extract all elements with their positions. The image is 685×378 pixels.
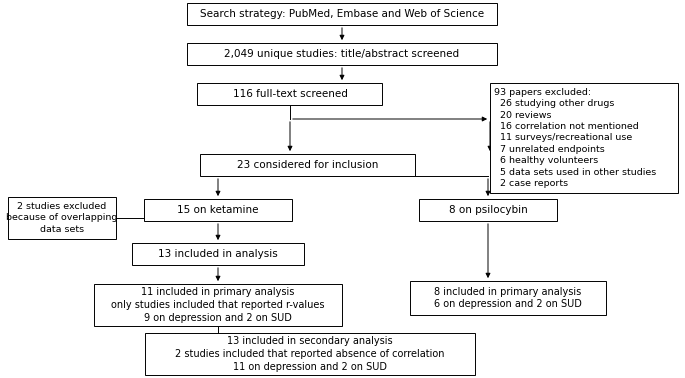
Text: 2,049 unique studies: title/abstract screened: 2,049 unique studies: title/abstract scr…	[225, 49, 460, 59]
FancyBboxPatch shape	[145, 333, 475, 375]
FancyBboxPatch shape	[410, 281, 606, 315]
Text: 8 included in primary analysis
6 on depression and 2 on SUD: 8 included in primary analysis 6 on depr…	[434, 287, 582, 310]
FancyBboxPatch shape	[197, 83, 382, 105]
Text: 23 considered for inclusion: 23 considered for inclusion	[237, 160, 379, 170]
Text: 13 included in analysis: 13 included in analysis	[158, 249, 278, 259]
Text: 15 on ketamine: 15 on ketamine	[177, 205, 259, 215]
FancyBboxPatch shape	[490, 83, 678, 193]
Text: 93 papers excluded:
  26 studying other drugs
  20 reviews
  16 correlation not : 93 papers excluded: 26 studying other dr…	[494, 88, 656, 188]
FancyBboxPatch shape	[8, 197, 116, 239]
FancyBboxPatch shape	[187, 43, 497, 65]
FancyBboxPatch shape	[94, 284, 342, 326]
FancyBboxPatch shape	[201, 154, 416, 176]
Text: Search strategy: PubMed, Embase and Web of Science: Search strategy: PubMed, Embase and Web …	[200, 9, 484, 19]
Text: 8 on psilocybin: 8 on psilocybin	[449, 205, 527, 215]
Text: 116 full-text screened: 116 full-text screened	[233, 89, 347, 99]
Text: 13 included in secondary analysis
2 studies included that reported absence of co: 13 included in secondary analysis 2 stud…	[175, 336, 445, 372]
FancyBboxPatch shape	[187, 3, 497, 25]
Text: 2 studies excluded
because of overlapping
data sets: 2 studies excluded because of overlappin…	[6, 202, 118, 234]
FancyBboxPatch shape	[132, 243, 304, 265]
FancyBboxPatch shape	[144, 199, 292, 221]
FancyBboxPatch shape	[419, 199, 557, 221]
Text: 11 included in primary analysis
only studies included that reported r-values
9 o: 11 included in primary analysis only stu…	[111, 287, 325, 323]
